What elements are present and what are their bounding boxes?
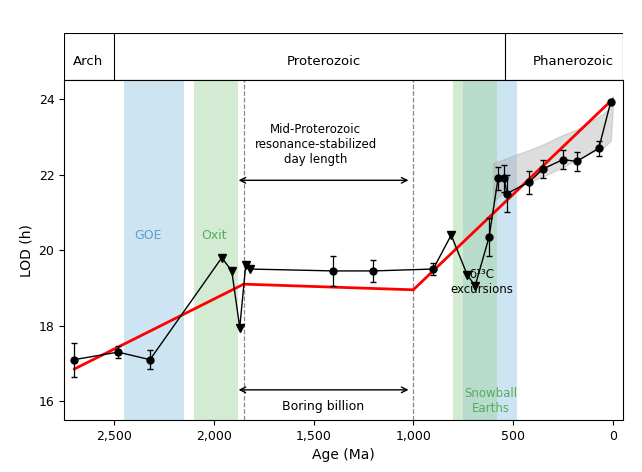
Text: δ¹³C
excursions: δ¹³C excursions [451,268,514,296]
Text: Arch: Arch [73,55,103,68]
Text: Oxit: Oxit [201,228,227,242]
Bar [463,80,517,420]
Bar [453,80,497,420]
Text: Proterozoic: Proterozoic [286,55,361,68]
Text: Mid-Proterozoic
resonance-stabilized
day length: Mid-Proterozoic resonance-stabilized day… [254,123,377,166]
Text: Phanerozoic: Phanerozoic [532,55,613,68]
X-axis label: Age (Ma): Age (Ma) [312,448,375,463]
Bar [124,80,184,420]
Bar [194,80,238,420]
Text: Snowball
Earths: Snowball Earths [465,387,517,415]
Text: GOE: GOE [134,228,162,242]
Y-axis label: LOD (h): LOD (h) [19,224,33,277]
Text: Boring billion: Boring billion [282,400,365,413]
